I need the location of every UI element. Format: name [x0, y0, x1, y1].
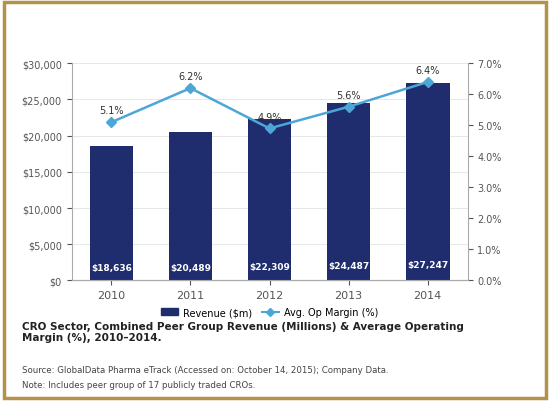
- Bar: [169, 133, 212, 281]
- Text: 6.2%: 6.2%: [178, 72, 202, 82]
- Bar: [406, 84, 449, 281]
- Bar: [248, 119, 292, 281]
- Text: 4.9%: 4.9%: [257, 112, 282, 122]
- Text: 5.6%: 5.6%: [337, 91, 361, 101]
- Text: Source: GlobalData Pharma eTrack (Accessed on: October 14, 2015); Company Data.: Source: GlobalData Pharma eTrack (Access…: [22, 365, 389, 374]
- Text: $22,309: $22,309: [249, 262, 290, 271]
- Legend: Revenue ($m), Avg. Op Margin (%): Revenue ($m), Avg. Op Margin (%): [157, 304, 382, 321]
- Text: F I G U R E   1: F I G U R E 1: [212, 17, 338, 35]
- Text: 5.1%: 5.1%: [99, 106, 124, 116]
- Bar: [327, 104, 370, 281]
- Text: $20,489: $20,489: [170, 263, 211, 272]
- Text: Note: Includes peer group of 17 publicly traded CROs.: Note: Includes peer group of 17 publicly…: [22, 380, 255, 389]
- Text: $27,247: $27,247: [407, 260, 448, 269]
- Bar: [90, 146, 133, 281]
- Text: 6.4%: 6.4%: [416, 66, 440, 76]
- Text: $24,487: $24,487: [328, 261, 369, 270]
- Text: $18,636: $18,636: [91, 263, 131, 273]
- Text: CRO Sector, Combined Peer Group Revenue (Millions) & Average Operating
Margin (%: CRO Sector, Combined Peer Group Revenue …: [22, 321, 464, 342]
